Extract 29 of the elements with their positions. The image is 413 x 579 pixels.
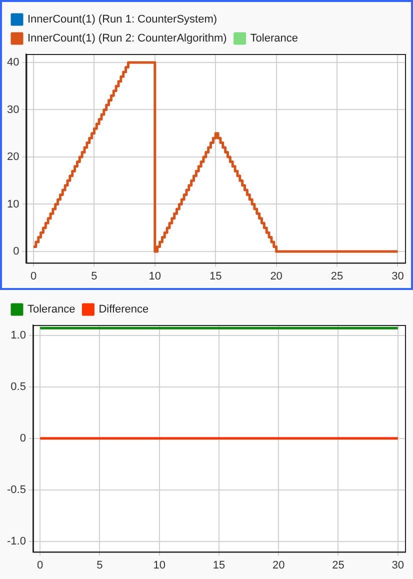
x-tick-label: 20 <box>270 270 282 282</box>
legend-label: Tolerance <box>28 304 76 316</box>
y-tick-label: 0 <box>20 432 26 444</box>
x-tick-label: 30 <box>392 270 404 282</box>
x-tick-label: 15 <box>209 270 222 282</box>
x-tick-label: 10 <box>153 559 166 572</box>
legend-label: Tolerance <box>250 32 298 45</box>
x-tick-label: 5 <box>96 559 103 572</box>
legend-label: InnerCount(1) (Run 1: CounterSystem) <box>28 14 218 26</box>
x-tick-label: 25 <box>332 559 344 572</box>
x-tick-label: 25 <box>330 270 344 282</box>
x-tick-label: 20 <box>272 559 285 572</box>
x-tick-label: 0 <box>37 559 44 572</box>
legend-label: Difference <box>98 304 149 316</box>
y-tick-label: 20 <box>6 151 20 164</box>
y-tick-label: 10 <box>6 198 20 210</box>
legend-label: InnerCount(1) (Run 2: CounterAlgorithm) <box>28 32 227 45</box>
y-tick-label: 1.0 <box>10 329 26 342</box>
y-tick-label: 30 <box>6 104 20 116</box>
y-tick-label: 40 <box>6 56 20 69</box>
x-tick-label: 0 <box>30 270 37 282</box>
y-tick-label: -1.0 <box>6 536 26 548</box>
y-tick-label: 0.5 <box>10 380 26 393</box>
x-tick-label: 10 <box>148 270 162 282</box>
y-tick-label: 0 <box>13 245 20 258</box>
x-tick-label: 15 <box>212 559 226 572</box>
x-tick-label: 30 <box>392 559 404 572</box>
x-tick-label: 5 <box>91 270 98 282</box>
y-tick-label: -0.5 <box>6 484 26 496</box>
